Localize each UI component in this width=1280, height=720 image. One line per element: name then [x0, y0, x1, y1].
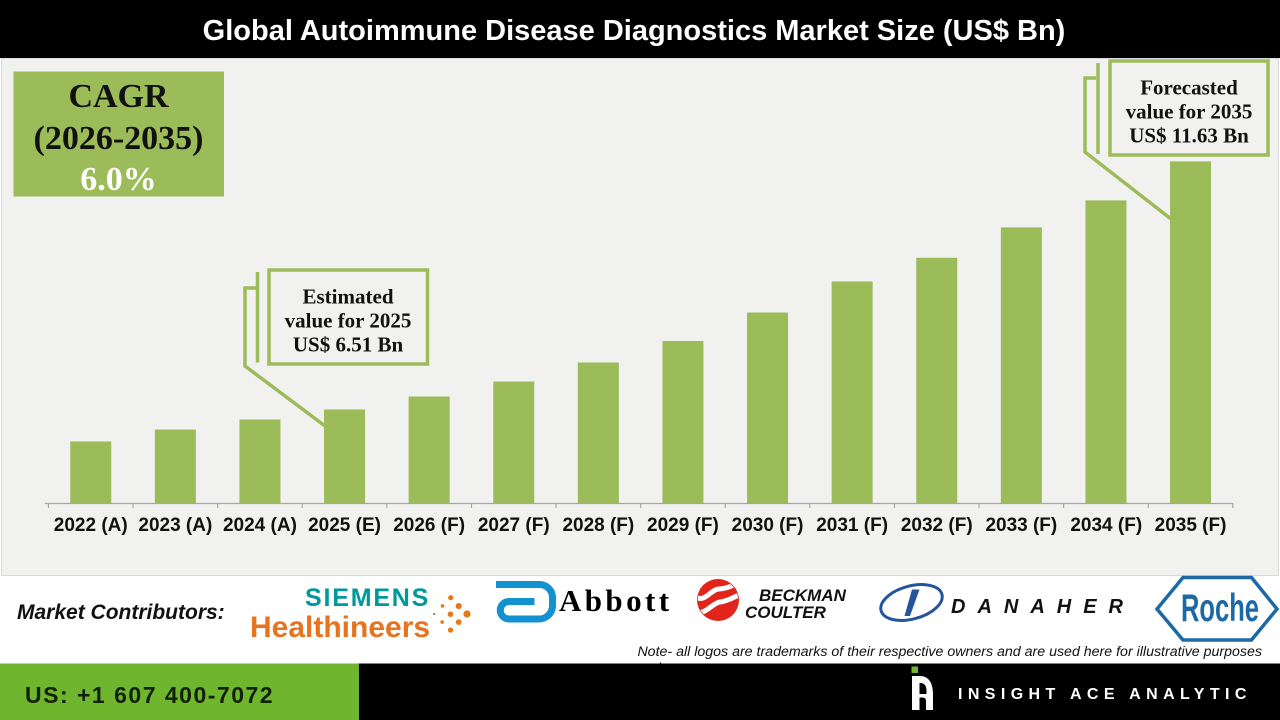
svg-text:BECKMAN: BECKMAN — [759, 586, 847, 605]
svg-text:2031 (F): 2031 (F) — [816, 515, 888, 536]
svg-text:value for 2035: value for 2035 — [1126, 100, 1253, 124]
svg-text:US: +1 607 400-7072: US: +1 607 400-7072 — [25, 682, 274, 708]
svg-text:2033 (F): 2033 (F) — [985, 515, 1057, 536]
svg-text:Roche: Roche — [1181, 587, 1259, 630]
svg-text:INSIGHT ACE ANALYTIC: INSIGHT ACE ANALYTIC — [958, 686, 1252, 703]
svg-text:2032 (F): 2032 (F) — [901, 515, 973, 536]
svg-text:2025 (E): 2025 (E) — [308, 515, 381, 536]
svg-text:value for 2025: value for 2025 — [285, 309, 412, 333]
svg-text:2026 (F): 2026 (F) — [393, 515, 465, 536]
svg-text:Global Autoimmune Disease Diag: Global Autoimmune Disease Diagnostics Ma… — [203, 15, 1066, 47]
svg-text:2028 (F): 2028 (F) — [562, 515, 634, 536]
svg-text:CAGR: CAGR — [68, 78, 169, 115]
svg-text:COULTER: COULTER — [745, 603, 827, 622]
svg-text:2035 (F): 2035 (F) — [1155, 515, 1227, 536]
svg-text:6.0%: 6.0% — [80, 161, 157, 198]
svg-text:SIEMENS: SIEMENS — [305, 584, 430, 612]
svg-text:Estimated: Estimated — [303, 285, 394, 309]
svg-text:2027 (F): 2027 (F) — [478, 515, 550, 536]
svg-text:US$ 6.51 Bn: US$ 6.51 Bn — [293, 333, 404, 357]
svg-text:Healthineers: Healthineers — [250, 611, 430, 644]
svg-text:DANAHER: DANAHER — [951, 596, 1135, 618]
svg-text:US$ 11.63 Bn: US$ 11.63 Bn — [1129, 124, 1249, 148]
svg-text:2023 (A): 2023 (A) — [138, 515, 212, 536]
svg-text:(2026-2035): (2026-2035) — [34, 120, 204, 157]
svg-text:2022 (A): 2022 (A) — [54, 515, 128, 536]
svg-text:2034 (F): 2034 (F) — [1070, 515, 1142, 536]
svg-text:Market Contributors:: Market Contributors: — [17, 601, 225, 624]
svg-text:2030 (F): 2030 (F) — [732, 515, 804, 536]
svg-text:2029 (F): 2029 (F) — [647, 515, 719, 536]
svg-text:2024 (A): 2024 (A) — [223, 515, 297, 536]
svg-text:Forecasted: Forecasted — [1140, 76, 1238, 100]
svg-text:Note- all logos are trademarks: Note- all logos are trademarks of their … — [637, 644, 1262, 660]
svg-text:Abbott: Abbott — [559, 583, 672, 618]
